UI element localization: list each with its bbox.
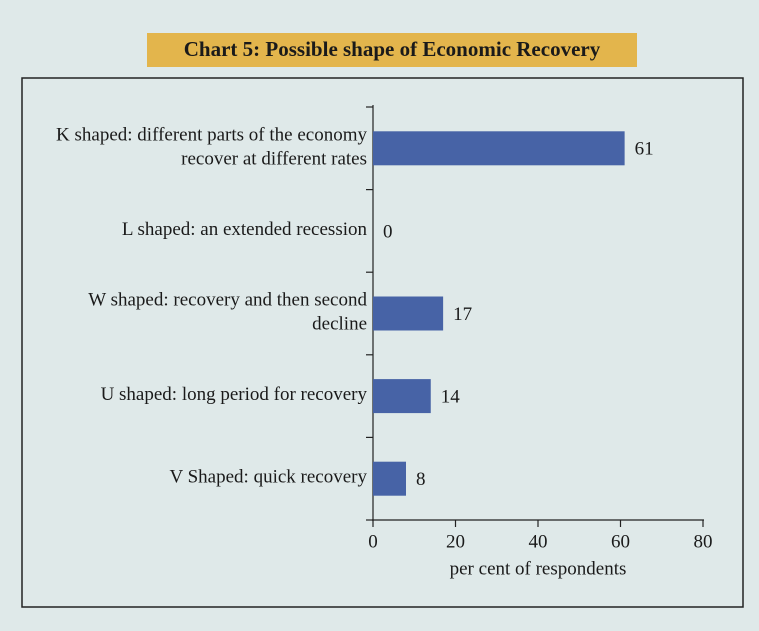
x-tick-label: 60	[611, 531, 630, 552]
x-tick-label: 40	[529, 531, 548, 552]
value-label: 17	[453, 304, 472, 325]
x-axis-label: per cent of respondents	[450, 558, 627, 579]
x-tick-label: 80	[694, 531, 713, 552]
bar	[373, 131, 625, 166]
y-tick-label: K shaped: different parts of the economy…	[56, 125, 367, 170]
value-label: 14	[441, 386, 461, 407]
value-label: 0	[383, 221, 393, 242]
y-tick-label: W shaped: recovery and then second declin…	[88, 290, 367, 335]
chart-title: Chart 5: Possible shape of Economic Reco…	[184, 37, 601, 61]
y-tick-label: L shaped: an extended recession	[122, 219, 368, 240]
frame	[21, 77, 744, 608]
bar	[373, 461, 406, 496]
bar	[373, 379, 431, 414]
x-tick-label: 0	[368, 531, 378, 552]
y-tick-label: U shaped: long period for recovery	[101, 384, 368, 405]
value-label: 61	[635, 139, 654, 160]
y-tick-label: V Shaped: quick recovery	[169, 467, 367, 488]
value-label: 8	[416, 469, 426, 490]
bar	[373, 296, 444, 331]
x-tick-label: 20	[446, 531, 465, 552]
title-box	[147, 33, 637, 67]
